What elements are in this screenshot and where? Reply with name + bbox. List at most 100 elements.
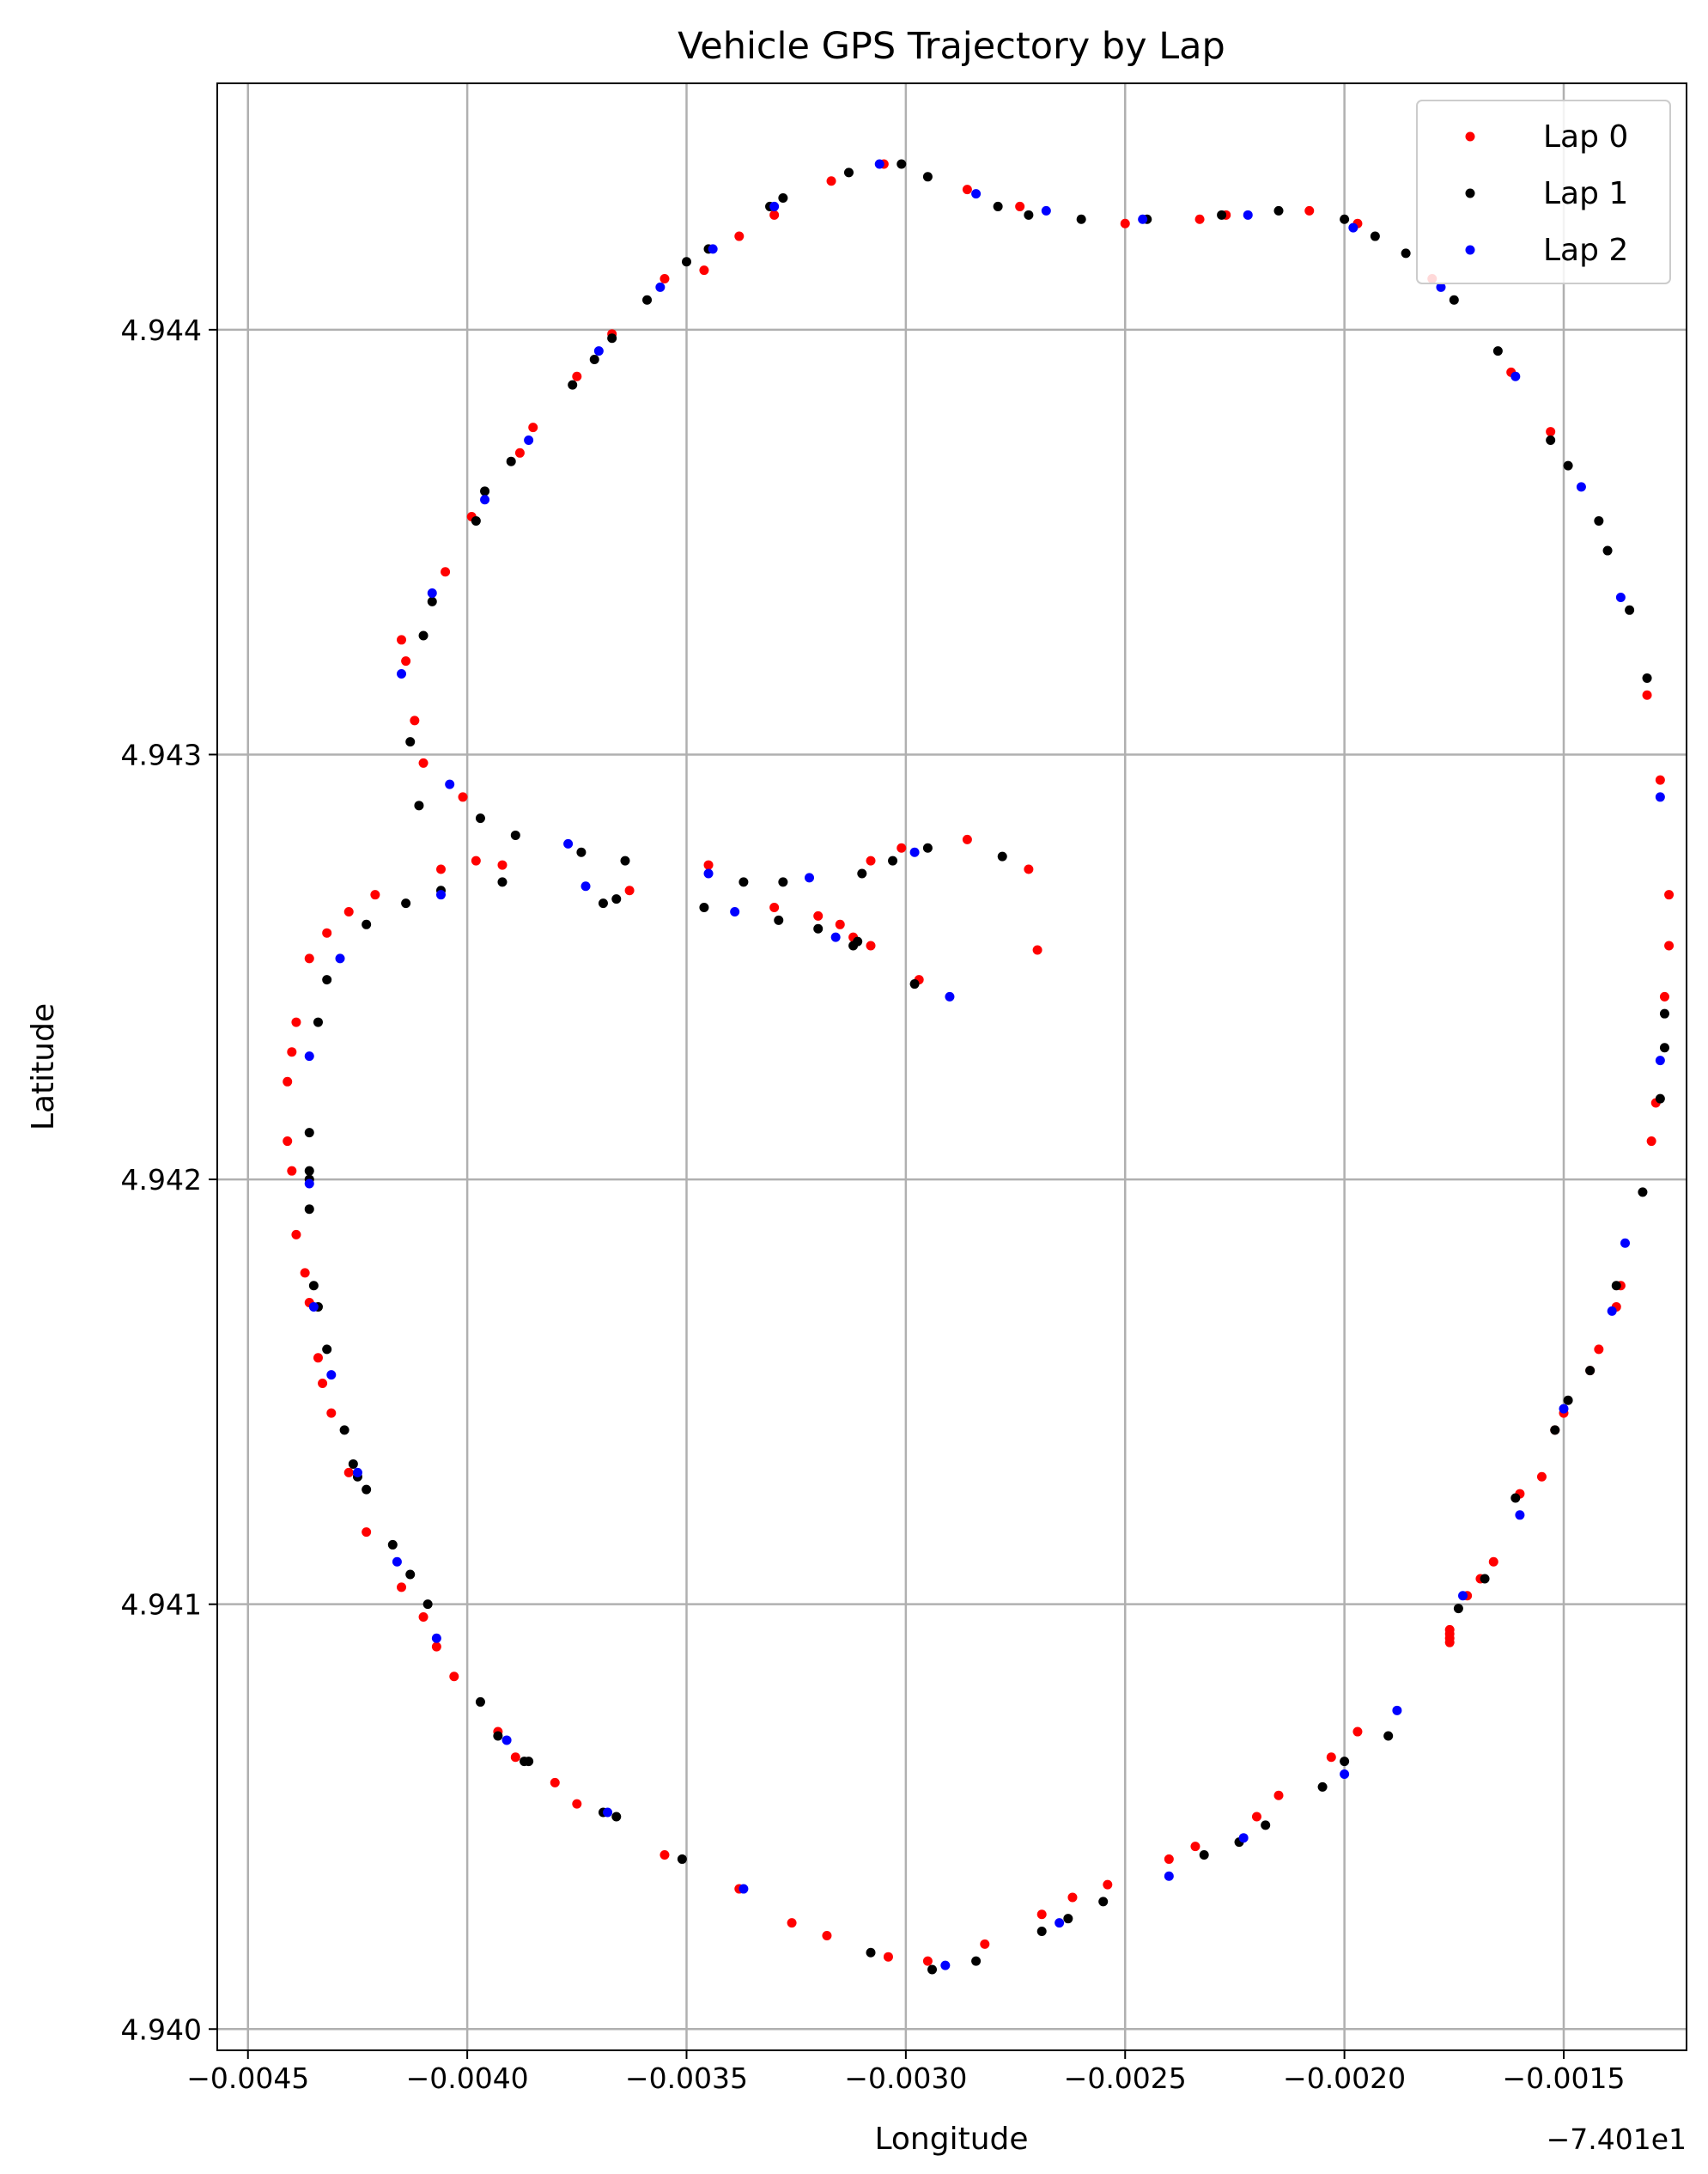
data-point <box>401 656 411 667</box>
data-point <box>304 1166 314 1176</box>
data-point <box>1615 592 1626 602</box>
data-point <box>1607 1306 1617 1316</box>
data-point <box>458 792 468 802</box>
data-point <box>1067 1892 1078 1903</box>
data-point <box>1261 1820 1271 1830</box>
legend-label: Lap 0 <box>1543 119 1628 155</box>
data-point <box>449 1672 459 1682</box>
data-point <box>392 1556 402 1567</box>
data-point <box>1638 1187 1648 1197</box>
data-point <box>1458 1591 1468 1601</box>
data-point <box>897 159 907 169</box>
data-point <box>620 856 630 866</box>
data-point <box>1015 201 1025 211</box>
data-point <box>480 486 490 496</box>
data-point <box>822 1930 832 1940</box>
data-point <box>1594 1344 1604 1355</box>
data-point <box>514 448 525 458</box>
data-point <box>322 928 332 938</box>
data-point <box>493 1731 503 1741</box>
data-point <box>580 881 591 892</box>
data-point <box>441 567 451 577</box>
data-point <box>1199 1849 1209 1860</box>
data-point <box>778 877 788 887</box>
x-tick-label: −0.0035 <box>625 2061 748 2095</box>
data-point <box>397 668 407 679</box>
data-point <box>843 167 854 178</box>
data-point <box>835 919 845 929</box>
data-point <box>1340 214 1350 224</box>
data-point <box>362 919 372 929</box>
data-point <box>1217 210 1227 220</box>
data-point <box>1546 435 1556 445</box>
data-point <box>1449 295 1459 305</box>
data-point <box>971 189 982 199</box>
data-point <box>348 1458 358 1469</box>
data-point <box>335 953 345 964</box>
data-point <box>1032 945 1042 955</box>
data-point <box>572 1799 582 1809</box>
data-point <box>730 906 740 916</box>
data-point <box>1559 1404 1569 1414</box>
data-point <box>813 910 824 921</box>
data-point <box>866 941 876 951</box>
data-point <box>1642 673 1652 683</box>
x-offset-label: −7.401e1 <box>1547 2122 1687 2156</box>
data-point <box>304 1051 314 1062</box>
data-point <box>997 851 1007 862</box>
data-point <box>1063 1914 1073 1924</box>
data-point <box>1536 1471 1547 1482</box>
data-point <box>1664 890 1675 900</box>
data-point <box>1444 1637 1455 1647</box>
data-point <box>1625 605 1635 615</box>
y-tick-label: 4.944 <box>121 314 202 347</box>
data-point <box>362 1484 372 1495</box>
data-point <box>405 1569 416 1580</box>
data-point <box>1642 690 1652 700</box>
data-point <box>826 176 836 186</box>
data-point <box>945 991 955 1002</box>
data-point <box>734 231 745 241</box>
data-point <box>405 737 416 747</box>
data-point <box>1273 205 1284 216</box>
data-point <box>362 1527 372 1538</box>
data-point <box>1655 1093 1665 1104</box>
data-point <box>304 1204 314 1215</box>
data-point <box>971 1956 982 1966</box>
x-tick-label: −0.0015 <box>1502 2061 1625 2095</box>
data-point <box>300 1268 310 1278</box>
chart-title: Vehicle GPS Trajectory by Lap <box>678 25 1225 68</box>
data-point <box>888 856 898 866</box>
data-point <box>857 868 867 879</box>
data-point <box>283 1076 293 1087</box>
data-point <box>1563 1395 1573 1405</box>
data-point <box>1602 545 1613 556</box>
data-point <box>703 860 714 870</box>
data-point <box>568 380 578 390</box>
legend-label: Lap 2 <box>1543 233 1628 268</box>
x-tick-label: −0.0040 <box>406 2061 529 2095</box>
data-point <box>304 953 314 964</box>
data-point <box>397 635 407 645</box>
data-point <box>659 1849 670 1860</box>
data-point <box>1492 346 1503 356</box>
data-point <box>1550 1425 1560 1435</box>
data-point <box>927 1964 938 1975</box>
data-point <box>1243 210 1253 220</box>
data-point <box>1348 222 1358 233</box>
data-point <box>1194 214 1205 224</box>
y-tick-label: 4.941 <box>121 1588 202 1622</box>
data-point <box>1383 1731 1394 1741</box>
data-point <box>471 856 481 866</box>
plot-frame <box>216 82 1687 2051</box>
data-point <box>1326 1752 1336 1763</box>
data-point <box>1251 1812 1261 1822</box>
data-point <box>563 838 574 849</box>
grid <box>217 83 1687 2050</box>
data-point <box>352 1467 362 1477</box>
data-point <box>435 890 446 900</box>
data-point <box>497 860 508 870</box>
data-points <box>283 159 1675 1975</box>
data-point <box>805 873 815 883</box>
